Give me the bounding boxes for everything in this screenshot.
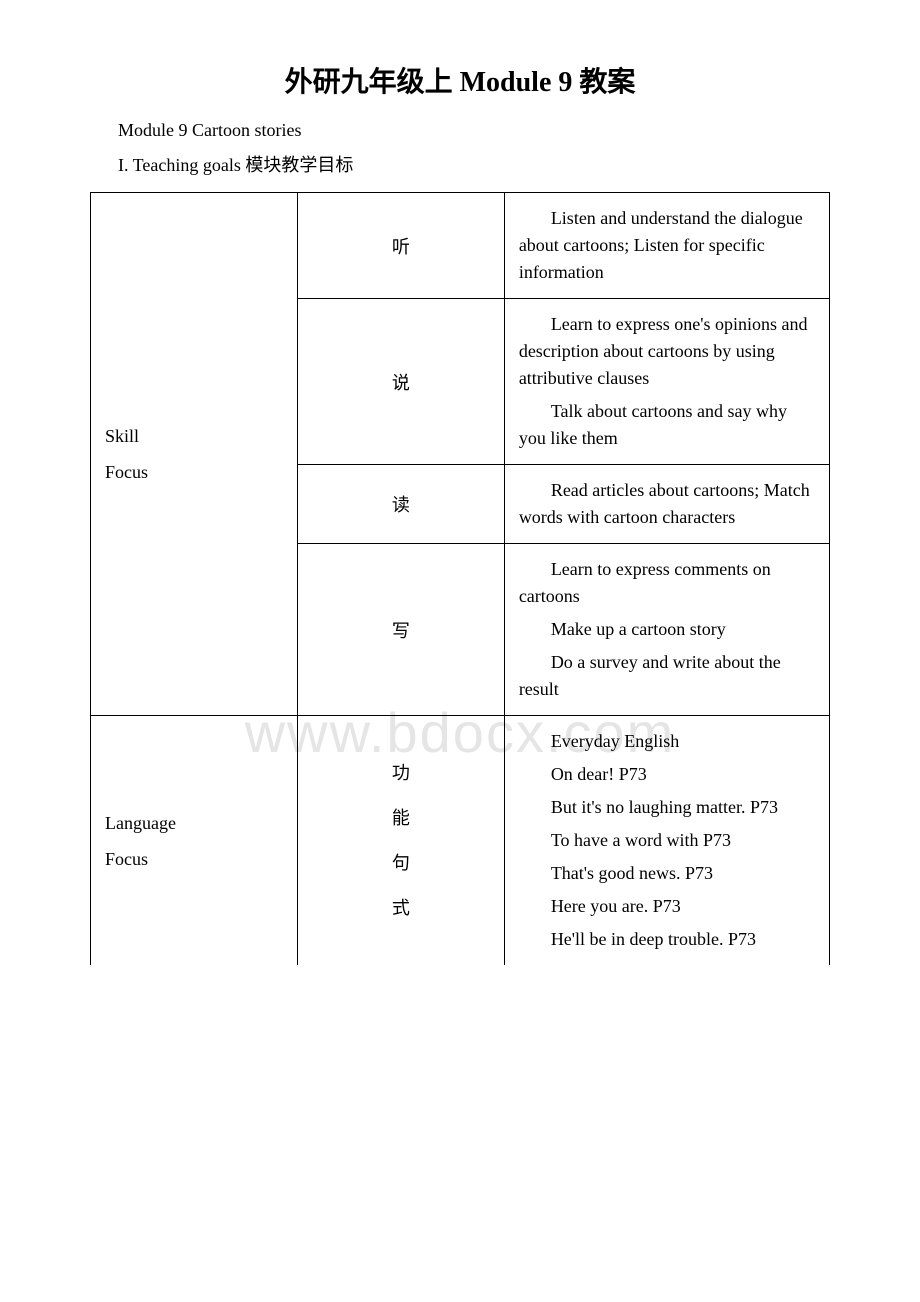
read-label-cell: 读 [297, 465, 504, 544]
lang-para-6: Here you are. P73 [519, 893, 815, 920]
listen-para-1: Listen and understand the dialogue about… [519, 205, 815, 286]
lang-para-4: To have a word with P73 [519, 827, 815, 854]
func-line-2: 能 [392, 808, 410, 828]
language-focus-label-cell: Language Focus [91, 716, 298, 966]
skill-focus-label-cell: Skill Focus [91, 193, 298, 716]
teaching-goals-table: Skill Focus 听 Listen and understand the … [90, 192, 830, 965]
write-content-cell: Learn to express comments on cartoons Ma… [504, 544, 829, 716]
section-heading: I. Teaching goals 模块教学目标 [90, 151, 830, 177]
module-subtitle: Module 9 Cartoon stories [90, 120, 830, 141]
lang-para-5: That's good news. P73 [519, 860, 815, 887]
lang-para-1: Everyday English [519, 728, 815, 755]
read-para-1: Read articles about cartoons; Match word… [519, 477, 815, 531]
speak-content-cell: Learn to express one's opinions and desc… [504, 299, 829, 465]
document-title: 外研九年级上 Module 9 教案 [90, 60, 830, 100]
language-content-cell: Everyday English On dear! P73 But it's n… [504, 716, 829, 966]
speak-para-2: Talk about cartoons and say why you like… [519, 398, 815, 452]
write-para-2: Make up a cartoon story [519, 616, 815, 643]
function-sentence-label-cell: 功 能 句 式 [297, 716, 504, 966]
lang-para-7: He'll be in deep trouble. P73 [519, 926, 815, 953]
listen-label-cell: 听 [297, 193, 504, 299]
speak-para-1: Learn to express one's opinions and desc… [519, 311, 815, 392]
lang-para-2: On dear! P73 [519, 761, 815, 788]
read-content-cell: Read articles about cartoons; Match word… [504, 465, 829, 544]
language-label-2: Focus [105, 849, 148, 869]
lang-para-3: But it's no laughing matter. P73 [519, 794, 815, 821]
table-row: Language Focus 功 能 句 式 Everyday English … [91, 716, 830, 966]
func-line-1: 功 [392, 763, 410, 783]
language-label-1: Language [105, 813, 176, 833]
write-label-cell: 写 [297, 544, 504, 716]
func-line-3: 句 [392, 853, 410, 873]
skill-label-2: Focus [105, 462, 148, 482]
speak-label-cell: 说 [297, 299, 504, 465]
listen-content-cell: Listen and understand the dialogue about… [504, 193, 829, 299]
func-line-4: 式 [392, 898, 410, 918]
skill-label-1: Skill [105, 426, 139, 446]
table-row: Skill Focus 听 Listen and understand the … [91, 193, 830, 299]
write-para-1: Learn to express comments on cartoons [519, 556, 815, 610]
write-para-3: Do a survey and write about the result [519, 649, 815, 703]
